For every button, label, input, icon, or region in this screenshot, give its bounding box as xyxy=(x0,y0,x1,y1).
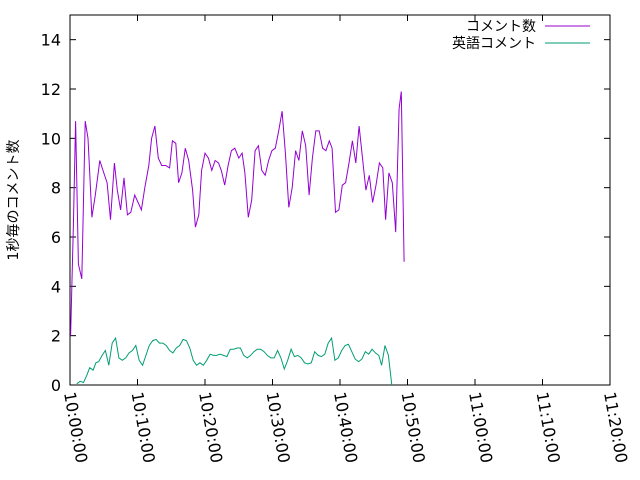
y-tick-label: 2 xyxy=(51,327,61,346)
x-tick-label: 10:30:00 xyxy=(263,390,294,464)
x-tick-label: 11:00:00 xyxy=(465,390,496,464)
y-tick-label: 10 xyxy=(41,129,61,148)
x-tick-label: 11:20:00 xyxy=(600,390,631,464)
x-axis: 10:00:00 10:10:00 10:20:00 10:30:00 10:40:00… xyxy=(60,15,631,464)
series-line-1 xyxy=(70,91,405,336)
y-tick-label: 6 xyxy=(51,228,61,247)
series-line-2 xyxy=(76,336,393,386)
x-tick-label: 11:10:00 xyxy=(533,390,564,464)
y-tick-label: 14 xyxy=(41,31,61,50)
legend-label-2: 英語コメント xyxy=(452,35,536,52)
y-axis: 0 2 4 6 8 10 12 14 xyxy=(41,31,610,395)
x-tick-label: 10:00:00 xyxy=(60,390,91,464)
x-tick-label: 10:50:00 xyxy=(398,390,429,464)
y-tick-label: 4 xyxy=(51,277,61,296)
y-tick-label: 8 xyxy=(51,179,61,198)
y-tick-label: 0 xyxy=(51,376,61,395)
x-tick-label: 10:20:00 xyxy=(195,390,226,464)
legend-label-1: コメント数 xyxy=(466,19,536,35)
x-tick-label: 10:10:00 xyxy=(128,390,159,464)
y-axis-label: 1秒毎のコメント数 xyxy=(6,140,22,261)
y-tick-label: 12 xyxy=(41,80,61,99)
series-layer xyxy=(70,91,405,386)
x-tick-label: 10:40:00 xyxy=(330,390,361,464)
